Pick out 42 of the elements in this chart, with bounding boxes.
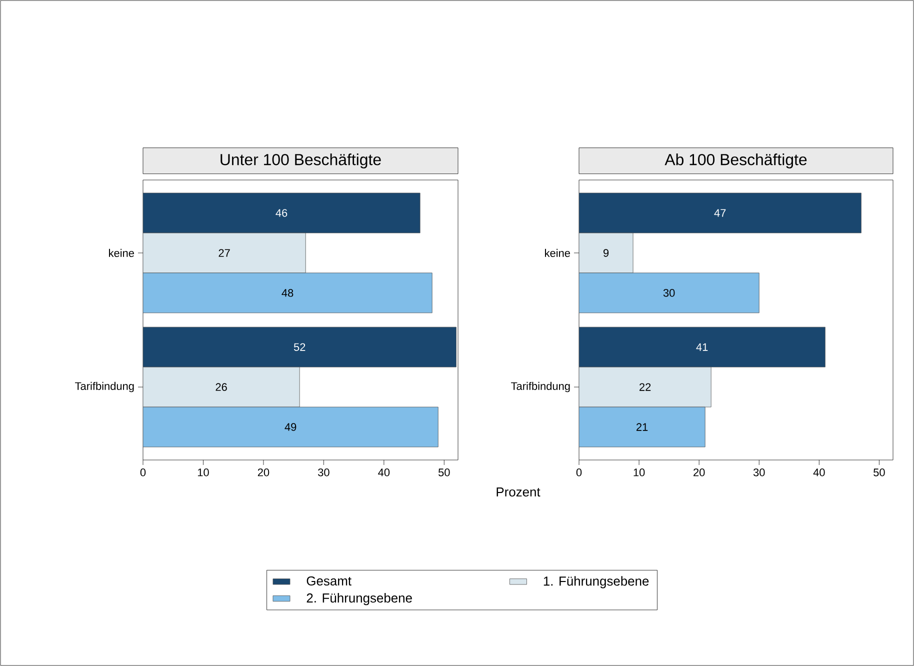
data-label: 46: [276, 209, 288, 217]
y-tick-label: keine: [109, 248, 134, 257]
data-label: 47: [714, 209, 726, 217]
x-tick-label: 40: [813, 468, 825, 476]
data-label: 21: [636, 423, 648, 431]
x-axis-title: Prozent: [496, 488, 540, 497]
x-tick-label: 0: [140, 468, 146, 476]
legend-label: Gesamt: [306, 576, 352, 586]
y-tick-label: Tarifbindung: [511, 382, 570, 392]
x-tick-label: 30: [318, 468, 330, 476]
bar: [579, 272, 760, 314]
data-label: 41: [696, 343, 708, 351]
legend-label: 1. Führungsebene: [544, 576, 649, 588]
bar: [143, 406, 438, 448]
x-tick-label: 20: [258, 468, 270, 476]
data-label: 52: [294, 343, 306, 351]
data-label: 9: [603, 249, 609, 257]
x-tick-label: 30: [753, 468, 765, 476]
x-tick-label: 10: [634, 468, 645, 476]
bar: [143, 366, 300, 408]
bar: [579, 406, 706, 448]
chart-title: Ab 100 Beschäftigte: [664, 154, 807, 168]
data-label: 49: [284, 423, 296, 431]
bar: [143, 232, 306, 274]
bar: [143, 326, 456, 368]
data-label: 22: [640, 383, 651, 391]
data-label: 26: [216, 383, 227, 391]
x-tick-label: 10: [198, 468, 209, 476]
data-label: 48: [282, 289, 294, 297]
bar: [143, 272, 432, 314]
x-tick-label: 20: [694, 468, 705, 476]
x-tick-label: 50: [438, 468, 450, 476]
chart-title: Unter 100 Beschäftigte: [220, 154, 381, 168]
x-tick-label: 40: [378, 468, 390, 476]
data-label: 27: [218, 249, 230, 257]
legend-label: 2. Führungsebene: [306, 593, 412, 606]
y-tick-label: Tarifbindung: [75, 382, 134, 392]
bar: [143, 192, 420, 234]
x-tick-label: 0: [576, 468, 582, 476]
y-tick-label: keine: [545, 248, 570, 257]
x-tick-label: 50: [874, 468, 885, 476]
data-label: 30: [663, 289, 675, 297]
